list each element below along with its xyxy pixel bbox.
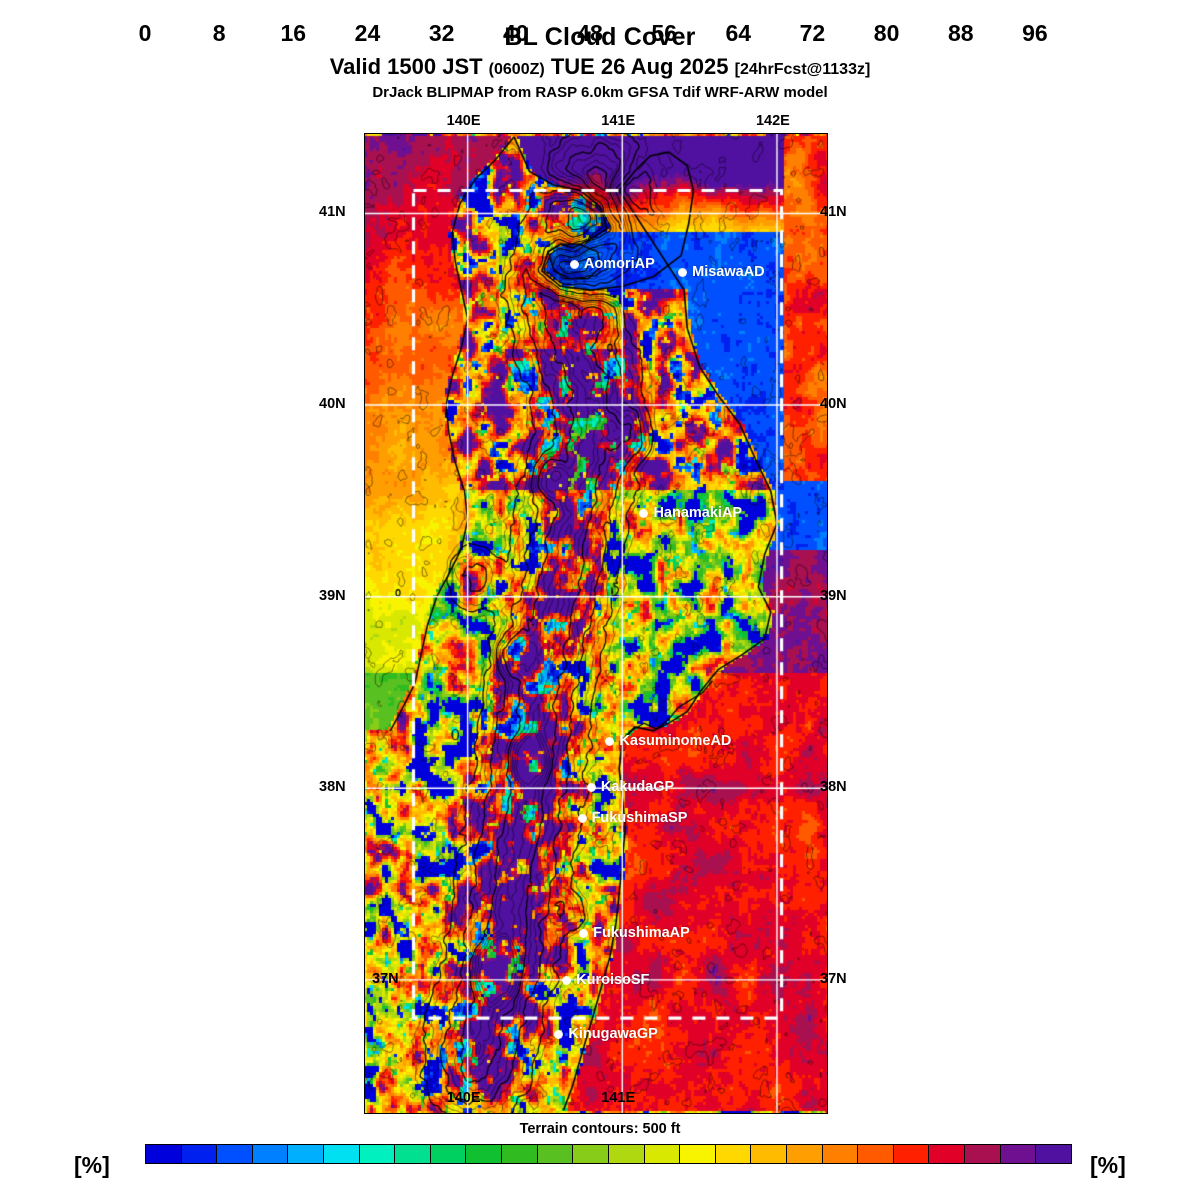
- lon-label-bottom-140: 140E: [446, 1090, 481, 1106]
- colorbar-units-left: [%]: [74, 1152, 110, 1178]
- colorbar-swatch-5: [324, 1145, 360, 1163]
- colorbar-swatch-19: [822, 1145, 859, 1163]
- page-title: BL Cloud Cover: [504, 23, 696, 51]
- colorbar-tick-64: 64: [725, 20, 752, 46]
- colorbar-swatch-17: [751, 1145, 787, 1163]
- colorbar-tick-16: 16: [280, 20, 307, 46]
- valid-time-prefix: Valid 1500 JST: [329, 54, 489, 80]
- lat-label-right-37: 37N: [820, 970, 847, 987]
- lat-label-left-37: 37N: [372, 970, 399, 987]
- lat-label-right-39: 39N: [820, 587, 847, 604]
- colorbar-tick-72: 72: [799, 20, 826, 46]
- colorbar-swatch-10: [502, 1145, 538, 1163]
- lat-label-right-41: 41N: [820, 204, 847, 221]
- colorbar-swatch-6: [359, 1145, 396, 1163]
- lon-label-bottom-141: 141E: [601, 1090, 636, 1106]
- colorbar-swatch-7: [395, 1145, 431, 1163]
- lon-label-top-140: 140E: [446, 113, 481, 129]
- title-block: BL Cloud Cover Valid 1500 JST (0600Z) TU…: [0, 24, 1200, 101]
- colorbar-units-right: [%]: [1090, 1152, 1126, 1178]
- colorbar-tick-0: 0: [138, 20, 152, 46]
- colorbar-swatch-23: [965, 1145, 1001, 1163]
- valid-time-date: TUE 26 Aug 2025: [544, 54, 735, 80]
- colorbar-tick-32: 32: [428, 20, 455, 46]
- lon-label-top-141: 141E: [601, 113, 636, 129]
- colorbar-tick-56: 56: [651, 20, 677, 46]
- lat-label-left-38: 38N: [319, 779, 346, 796]
- colorbar-tick-24: 24: [354, 20, 381, 46]
- colorbar-swatch-8: [430, 1145, 467, 1163]
- colorbar-swatch-25: [1036, 1145, 1071, 1163]
- colorbar-tick-80: 80: [873, 20, 900, 46]
- colorbar-tick-88: 88: [947, 20, 974, 46]
- valid-time-line: Valid 1500 JST (0600Z) TUE 26 Aug 2025 […: [0, 55, 1200, 79]
- colorbar-swatch-4: [288, 1145, 325, 1163]
- colorbar-swatch-1: [181, 1145, 218, 1163]
- lat-label-right-38: 38N: [820, 779, 847, 796]
- cloud-cover-raster: [364, 133, 828, 1114]
- colorbar-tick-40: 40: [503, 20, 529, 46]
- lat-label-left-40: 40N: [319, 396, 346, 413]
- colorbar-swatch-3: [252, 1145, 289, 1163]
- colorbar-swatch-14: [644, 1145, 681, 1163]
- map-panel[interactable]: [364, 133, 828, 1114]
- lon-label-top-142: 142E: [755, 113, 790, 129]
- colorbar-swatch-18: [786, 1145, 823, 1163]
- colorbar-tick-48: 48: [577, 20, 603, 46]
- colorbar-swatch-22: [929, 1145, 966, 1163]
- lat-label-left-41: 41N: [319, 204, 346, 221]
- colorbar-swatch-13: [608, 1145, 645, 1163]
- lat-label-right-40: 40N: [820, 396, 847, 413]
- colorbar-swatch-12: [573, 1145, 609, 1163]
- colorbar-swatch-9: [466, 1145, 503, 1163]
- colorbar-swatch-15: [680, 1145, 716, 1163]
- colorbar[interactable]: [145, 1144, 1072, 1164]
- lat-label-left-39: 39N: [319, 587, 346, 604]
- colorbar-tick-96: 96: [1022, 20, 1048, 46]
- colorbar-swatch-24: [1000, 1145, 1037, 1163]
- forecast-stamp: [24hrFcst@1133z]: [734, 61, 871, 79]
- colorbar-tick-8: 8: [212, 20, 226, 46]
- colorbar-swatch-2: [217, 1145, 253, 1163]
- terrain-contour-note: Terrain contours: 500 ft: [519, 1121, 681, 1137]
- model-subtitle: DrJack BLIPMAP from RASP 6.0km GFSA Tdif…: [372, 84, 828, 102]
- valid-time-zulu: (0600Z): [488, 61, 545, 79]
- colorbar-swatch-21: [893, 1145, 930, 1163]
- colorbar-swatch-11: [537, 1145, 574, 1163]
- colorbar-swatch-16: [715, 1145, 752, 1163]
- colorbar-swatches: [145, 1144, 1072, 1164]
- colorbar-swatch-20: [858, 1145, 894, 1163]
- colorbar-swatch-0: [146, 1145, 182, 1163]
